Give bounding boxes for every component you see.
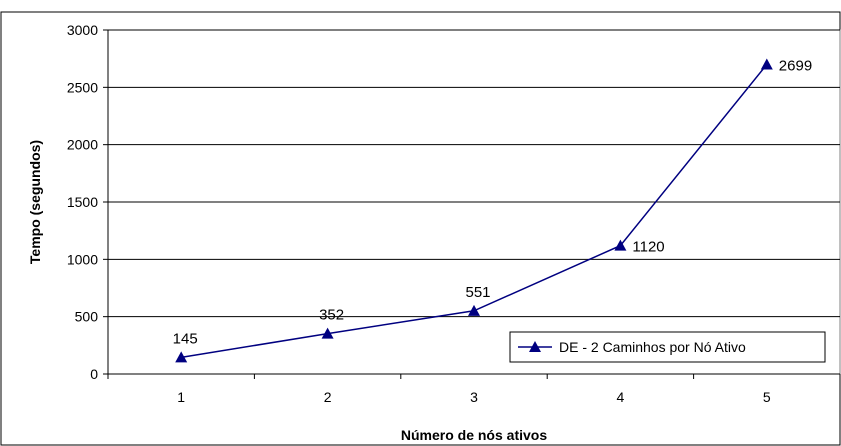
data-point-marker bbox=[321, 327, 334, 339]
data-point-marker bbox=[175, 351, 188, 363]
legend-box bbox=[509, 331, 826, 363]
data-label: 551 bbox=[465, 284, 490, 301]
legend-label: DE - 2 Caminhos por Nó Ativo bbox=[559, 339, 746, 355]
data-point-marker bbox=[760, 58, 773, 70]
series-group bbox=[175, 58, 773, 363]
legend-triangle-marker bbox=[529, 341, 541, 352]
y-axis-ticks: 0 500 1000 1500 2000 2500 3000 bbox=[67, 22, 108, 382]
y-tick-label: 3000 bbox=[67, 22, 98, 38]
x-tick-label: 1 bbox=[177, 389, 185, 405]
y-tick-label: 1000 bbox=[67, 251, 98, 267]
y-tick-label: 2500 bbox=[67, 79, 98, 95]
x-tick-label: 4 bbox=[617, 389, 625, 405]
legend: DE - 2 Caminhos por Nó Ativo bbox=[509, 331, 826, 363]
y-tick-label: 1500 bbox=[67, 194, 98, 210]
y-tick-label: 2000 bbox=[67, 137, 98, 153]
data-label: 352 bbox=[319, 307, 344, 324]
x-tick-label: 3 bbox=[470, 389, 478, 405]
data-label: 2699 bbox=[779, 58, 812, 75]
data-point-marker bbox=[614, 239, 627, 251]
y-tick-label: 500 bbox=[75, 309, 99, 325]
data-label: 1120 bbox=[632, 239, 664, 256]
data-labels: 145 352 551 1120 2699 bbox=[173, 58, 812, 348]
x-tick-label: 5 bbox=[763, 389, 771, 405]
x-axis-ticks: 1 2 3 4 5 bbox=[107, 374, 841, 405]
x-axis-title: Número de nós ativos bbox=[401, 427, 547, 443]
y-axis-title: Tempo (segundos) bbox=[27, 140, 43, 264]
data-point-marker bbox=[468, 304, 480, 316]
gridlines bbox=[108, 29, 840, 318]
y-tick-label: 0 bbox=[90, 366, 98, 382]
data-label: 145 bbox=[173, 330, 198, 347]
x-tick-label: 2 bbox=[324, 389, 332, 405]
